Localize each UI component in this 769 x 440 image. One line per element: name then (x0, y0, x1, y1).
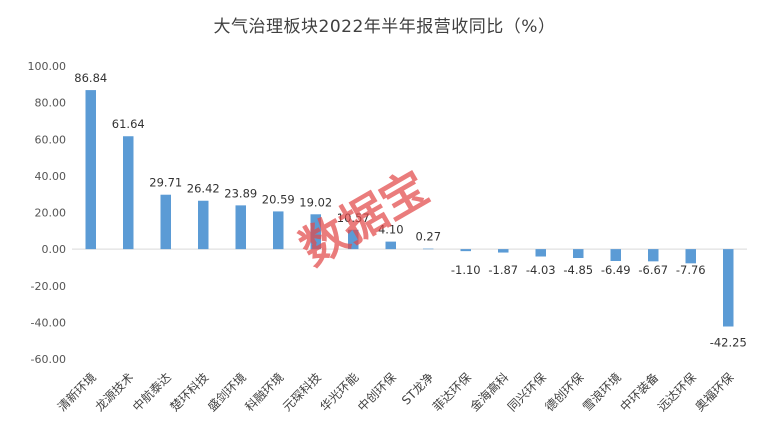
bar (423, 248, 434, 250)
data-label: 10.57 (337, 211, 370, 225)
category-label: 德创环保 (542, 370, 587, 415)
chart-title: 大气治理板块2022年半年报营收同比（%） (213, 17, 556, 37)
bar (160, 194, 171, 250)
bar (85, 90, 96, 250)
data-label: -4.03 (526, 263, 556, 277)
category-label: 中航泰达 (129, 370, 174, 415)
data-label: 0.27 (415, 230, 441, 244)
y-tick-label: 100.00 (28, 60, 67, 73)
data-label: -1.10 (451, 263, 481, 277)
bar (348, 229, 359, 250)
bar (573, 249, 584, 259)
y-tick-label: -20.00 (31, 280, 66, 293)
category-label: 同兴环保 (505, 370, 549, 414)
data-label: 29.71 (149, 176, 182, 190)
data-label: 19.02 (299, 195, 332, 209)
category-label: 远达环保 (655, 370, 699, 414)
y-tick-label: 20.00 (35, 207, 67, 220)
bar (460, 249, 471, 252)
bar (685, 249, 696, 264)
bar (273, 211, 284, 250)
y-tick-label: 0.00 (42, 243, 67, 256)
y-tick-label: 60.00 (35, 133, 67, 146)
category-label: 雪浪环境 (579, 370, 624, 415)
data-label: -7.76 (676, 263, 706, 277)
bar (535, 249, 546, 257)
data-label: 61.64 (112, 117, 145, 131)
data-label: 23.89 (224, 186, 257, 200)
data-label: 20.59 (262, 192, 295, 206)
y-tick-label: -40.00 (31, 316, 66, 329)
bar (648, 249, 659, 262)
y-tick-label: 80.00 (35, 97, 67, 110)
category-label: 奥福环保 (692, 370, 737, 415)
bar (610, 249, 621, 262)
bar (498, 249, 509, 253)
watermark: 数据宝 (291, 160, 438, 276)
category-label: 盛剑环境 (204, 370, 249, 415)
bar (198, 200, 209, 250)
category-label: 科融环境 (242, 370, 287, 415)
category-label: 清新环境 (54, 370, 99, 415)
data-label: 4.10 (378, 223, 404, 237)
category-label: 龙源技术 (93, 370, 137, 414)
data-label: -42.25 (710, 335, 747, 349)
data-label: -4.85 (563, 263, 593, 277)
bar (123, 136, 134, 250)
bar (235, 205, 246, 250)
bar (723, 249, 734, 327)
bar (310, 214, 321, 250)
y-tick-label: 40.00 (35, 170, 67, 183)
category-label: 金海高科 (467, 370, 512, 415)
category-label: 元琛科技 (280, 370, 324, 414)
category-label: 楚环科技 (168, 370, 212, 414)
data-label: 86.84 (74, 71, 107, 85)
data-label: -1.87 (488, 263, 518, 277)
category-label: 菲达环保 (430, 370, 474, 414)
category-label: 中创环保 (354, 370, 399, 415)
data-label: -6.49 (601, 263, 631, 277)
category-label: 华光环能 (318, 370, 362, 414)
data-label: 26.42 (187, 182, 220, 196)
y-tick-label: -60.00 (31, 353, 66, 366)
bar (385, 241, 396, 250)
data-label: -6.67 (638, 263, 668, 277)
category-label: 中环装备 (617, 370, 662, 415)
